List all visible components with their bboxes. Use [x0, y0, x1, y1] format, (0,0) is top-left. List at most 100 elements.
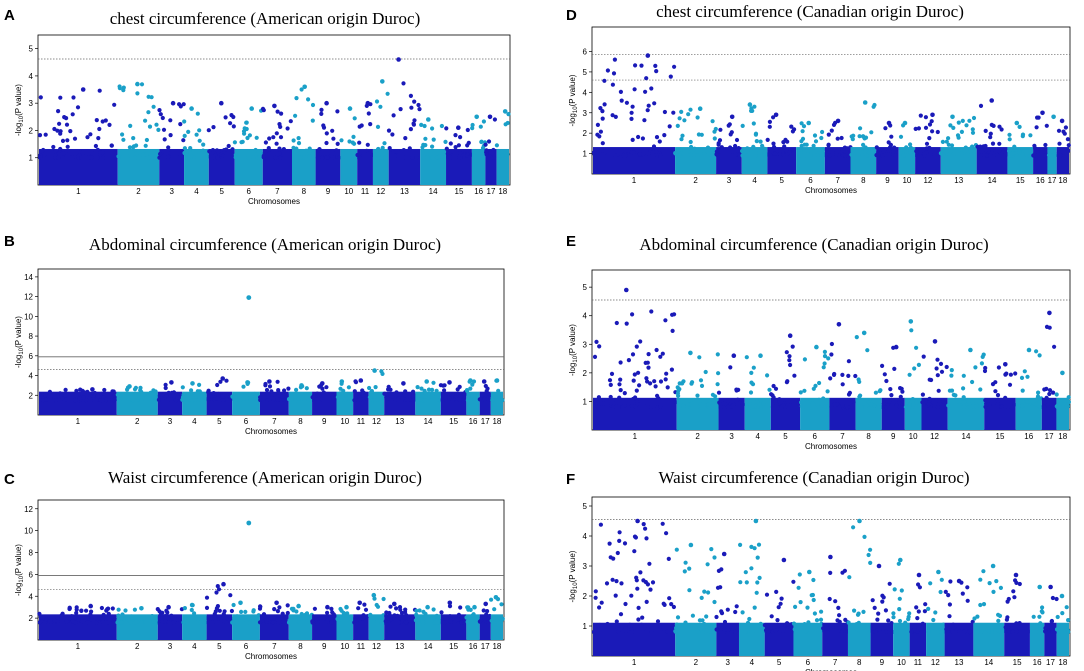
- snp-point: [965, 598, 970, 603]
- y-tick-label: 6: [583, 48, 588, 57]
- chromosome-label: 15: [449, 642, 458, 651]
- snp-point: [58, 95, 63, 100]
- y-tick-label: 2: [29, 391, 34, 400]
- snp-peak-point: [324, 100, 329, 106]
- panel-title: Abdominal circumference (American origin…: [89, 235, 441, 254]
- snp-point: [717, 400, 722, 405]
- snp-point: [924, 141, 930, 146]
- snp-peak-point: [472, 604, 477, 610]
- snp-point: [840, 372, 845, 377]
- snp-point: [62, 115, 67, 120]
- snp-point: [1054, 596, 1059, 602]
- snp-point: [646, 103, 651, 108]
- chromosome-label: 8: [298, 642, 303, 651]
- snp-point: [896, 561, 901, 566]
- snp-point: [868, 402, 874, 407]
- snp-point: [1020, 403, 1025, 409]
- snp-point: [492, 607, 497, 612]
- snp-point: [49, 149, 54, 154]
- snp-point: [610, 82, 616, 87]
- snp-point: [58, 146, 63, 152]
- snp-peak-point: [299, 383, 304, 388]
- snp-point: [271, 620, 276, 625]
- snp-point: [993, 389, 998, 394]
- snp-point: [843, 153, 848, 158]
- snp-point: [961, 373, 966, 378]
- snp-point: [131, 136, 136, 141]
- chromosome-label: 14: [988, 176, 997, 185]
- snp-point: [230, 620, 235, 625]
- chromosome-band: [926, 622, 945, 656]
- snp-point: [756, 148, 762, 153]
- snp-point: [447, 604, 453, 609]
- snp-point: [858, 626, 863, 631]
- snp-point: [639, 63, 644, 68]
- snp-point: [311, 394, 316, 400]
- snp-point: [210, 620, 215, 625]
- snp-point: [56, 155, 61, 160]
- snp-peak-point: [857, 518, 862, 524]
- snp-point: [624, 321, 629, 326]
- snp-point: [607, 378, 613, 383]
- snp-point: [997, 149, 1002, 154]
- snp-point: [840, 382, 845, 387]
- snp-point: [363, 607, 369, 612]
- snp-point: [658, 354, 663, 359]
- snp-point: [662, 133, 667, 138]
- snp-point: [234, 398, 239, 403]
- snp-point: [689, 381, 694, 386]
- snp-point: [245, 135, 250, 141]
- snp-point: [459, 620, 464, 625]
- snp-point: [653, 63, 658, 68]
- snp-point: [182, 133, 187, 138]
- snp-point: [182, 150, 187, 156]
- snp-point: [771, 383, 776, 389]
- snp-point: [494, 143, 499, 148]
- snp-point: [279, 111, 284, 116]
- snp-point: [1037, 353, 1042, 358]
- snp-peak-point: [220, 376, 225, 381]
- snp-point: [767, 124, 772, 129]
- snp-point: [325, 614, 330, 619]
- chromosome-label: 9: [322, 642, 327, 651]
- snp-point: [421, 154, 426, 159]
- snp-point: [439, 123, 444, 129]
- snp-point: [465, 398, 470, 403]
- snp-point: [938, 361, 944, 366]
- snp-point: [1040, 626, 1045, 631]
- snp-point: [472, 620, 477, 625]
- snp-point: [649, 405, 654, 410]
- y-tick-label: 3: [583, 109, 588, 118]
- snp-point: [143, 619, 148, 625]
- snp-point: [335, 109, 340, 114]
- chromosome-label: 9: [326, 187, 331, 196]
- snp-point: [775, 405, 780, 410]
- snp-point: [812, 611, 818, 616]
- snp-point: [751, 144, 756, 149]
- snp-point: [649, 629, 654, 634]
- snp-peak-point: [424, 379, 430, 384]
- snp-peak-point: [267, 379, 272, 384]
- snp-point: [411, 121, 416, 126]
- snp-point: [852, 608, 857, 613]
- snp-point: [1051, 390, 1056, 395]
- snp-point: [663, 318, 668, 323]
- snp-point: [461, 153, 466, 158]
- snp-point: [424, 391, 429, 396]
- snp-point: [745, 620, 751, 625]
- snp-point: [110, 606, 115, 611]
- snp-point: [887, 399, 892, 404]
- snp-point: [133, 155, 138, 160]
- snp-point: [901, 153, 907, 158]
- snp-point: [100, 620, 105, 625]
- chromosome-band: [117, 148, 160, 185]
- snp-point: [239, 609, 244, 615]
- snp-point: [207, 149, 212, 154]
- snp-point: [645, 108, 650, 113]
- snp-point: [661, 601, 666, 606]
- snp-point: [197, 397, 202, 402]
- snp-point: [811, 143, 816, 148]
- snp-point: [821, 626, 826, 631]
- snp-point: [889, 134, 894, 139]
- y-tick-label: 4: [29, 372, 34, 381]
